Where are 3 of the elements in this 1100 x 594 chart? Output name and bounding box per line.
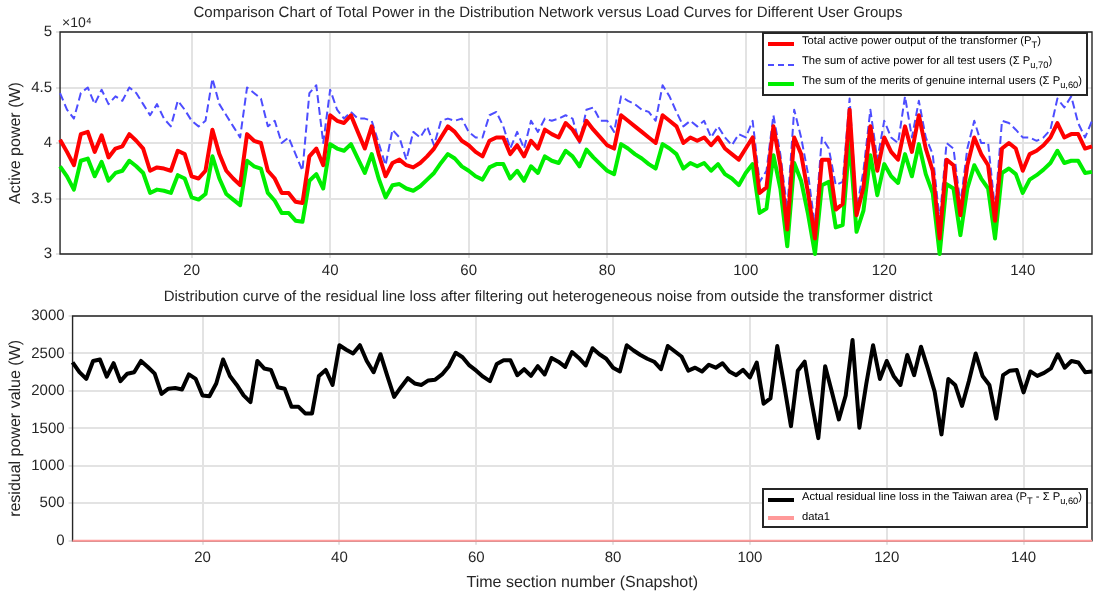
y-axis-title: residual power value (W) (6, 339, 25, 517)
y-axis-title: Active power (W) (6, 81, 25, 204)
x-axis-title: Time section number (Snapshot) (466, 572, 699, 591)
